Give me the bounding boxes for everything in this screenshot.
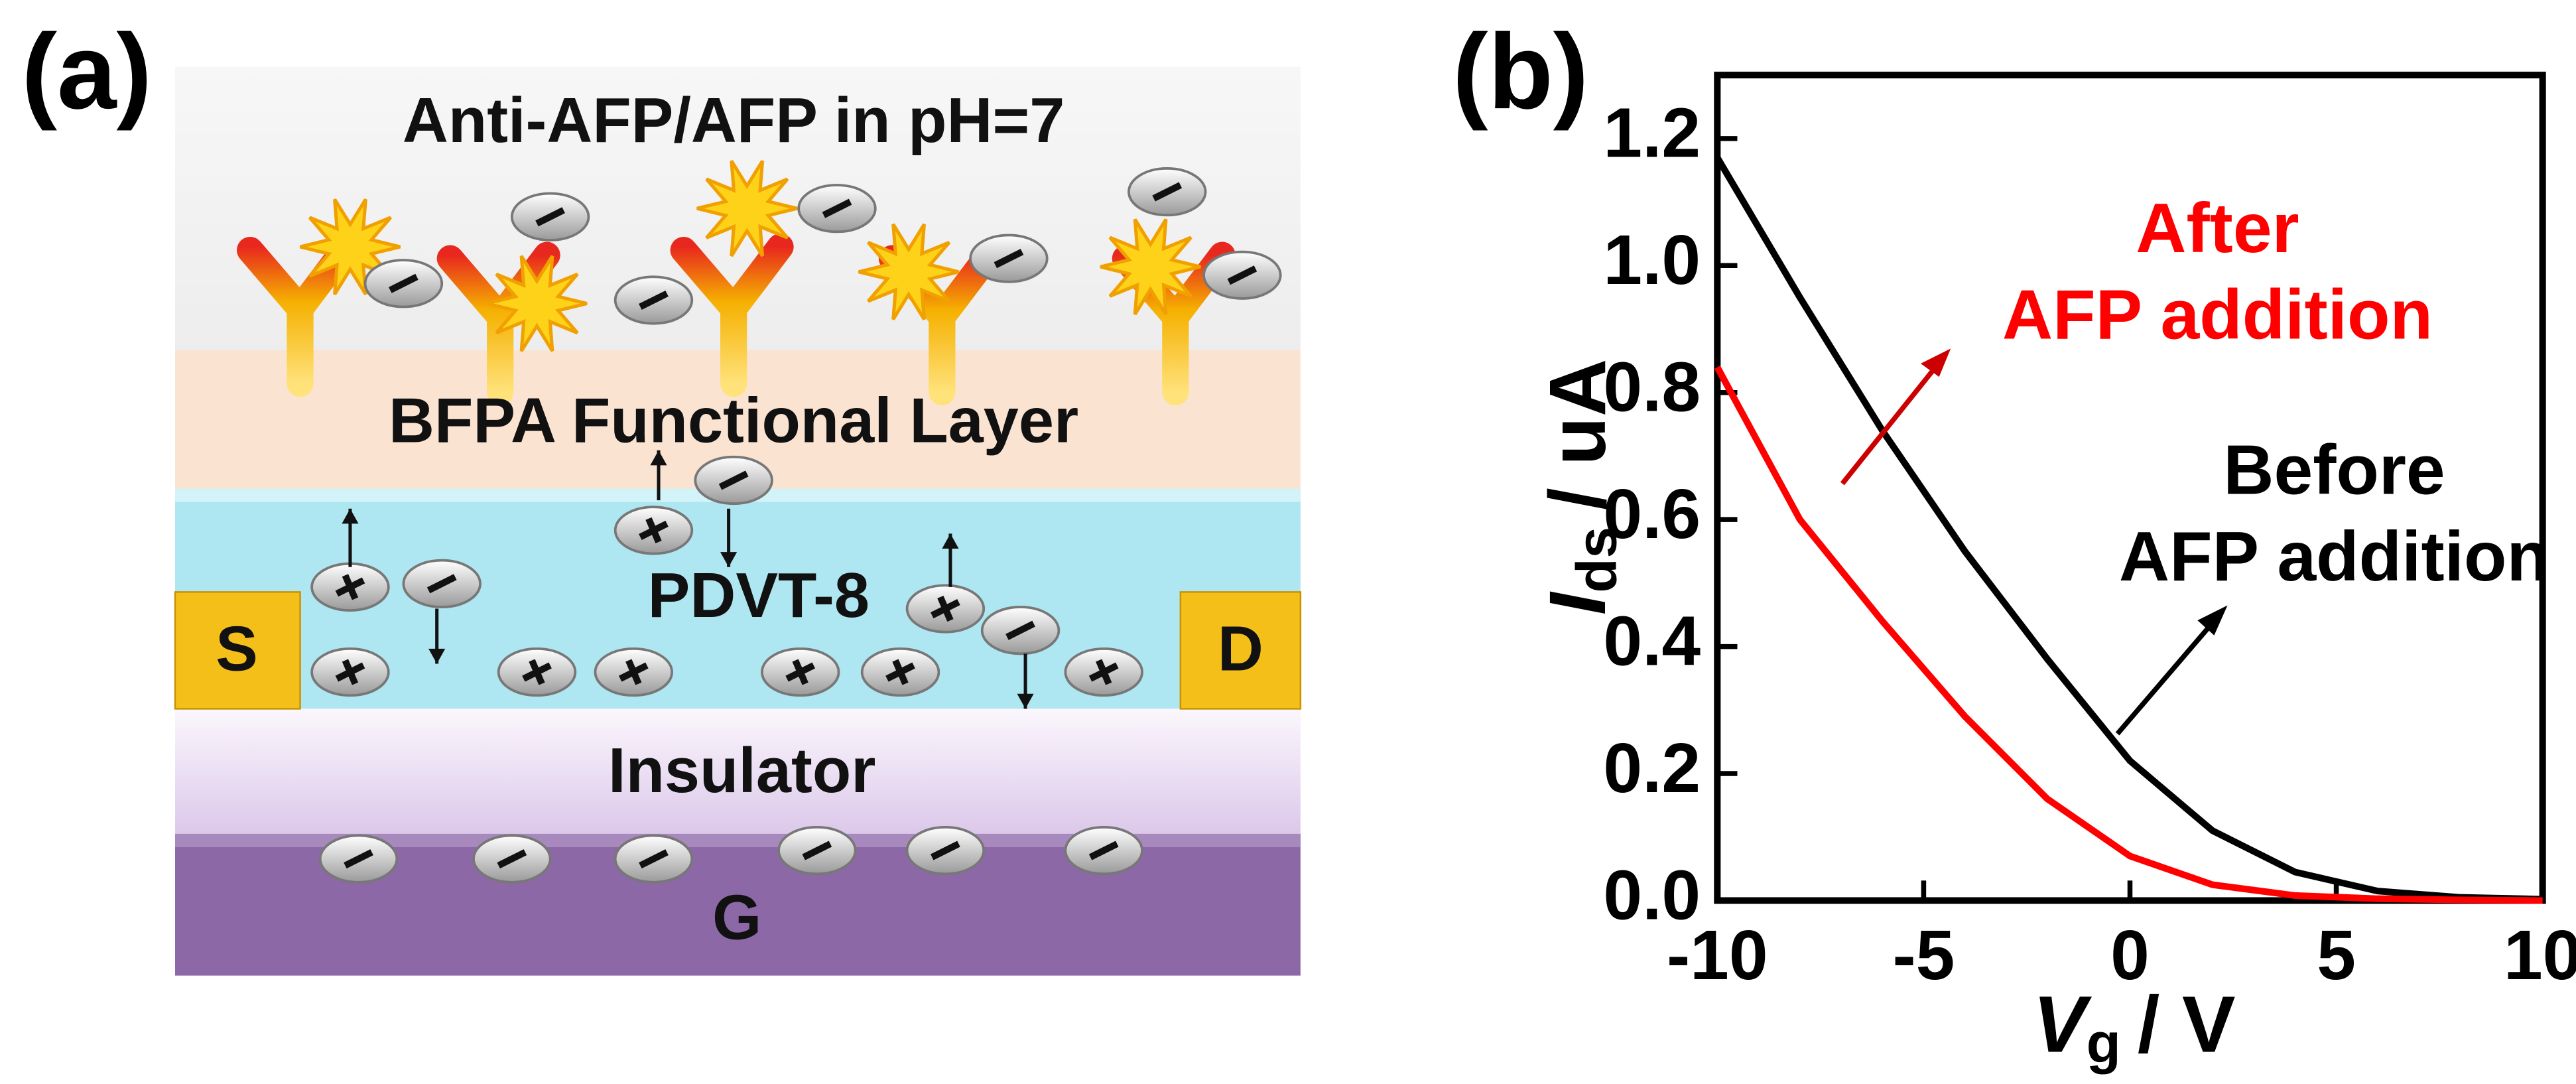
ion-sign <box>792 659 808 685</box>
ion-sign <box>994 249 1024 269</box>
layer-label: BFPA Functional Layer <box>389 385 1078 456</box>
ion-sign <box>937 595 954 622</box>
carrier-arrowhead <box>720 552 738 567</box>
ion-sign <box>639 290 669 310</box>
ion-sign <box>389 273 419 293</box>
antigen <box>486 255 588 352</box>
x-tick-label: 5 <box>2317 916 2356 994</box>
ion-sign <box>822 198 852 218</box>
carrier-arrowhead <box>650 450 667 466</box>
annotation-arrowhead <box>1921 348 1951 377</box>
annotation-arrow <box>2115 615 2220 736</box>
antigen <box>1100 218 1201 316</box>
ion-sign <box>1005 620 1035 640</box>
ion-sign <box>535 207 565 227</box>
ion-sign <box>529 659 545 685</box>
antibody <box>670 233 794 397</box>
chart: -10 -5 0 5 10 0.0 0.2 0.4 0.6 0.8 1.0 1.2 Vg / V Ids / … <box>1533 72 2576 1075</box>
ion-sign <box>645 517 662 543</box>
annotation: AFP addition <box>2119 517 2549 596</box>
carrier-arrowhead <box>1017 693 1034 709</box>
carrier-arrowhead <box>942 533 959 549</box>
source-electrode <box>174 591 301 710</box>
line-series <box>1714 366 2543 904</box>
annotation: AFP addition <box>2002 276 2433 354</box>
layer-label: Anti-AFP/AFP in pH=7 <box>403 86 1065 156</box>
layer-label: Insulator <box>608 736 875 806</box>
x-axis-title-part: g <box>2087 1012 2121 1075</box>
electrode-label: D <box>1218 614 1263 685</box>
carrier-arrowhead <box>342 508 359 524</box>
line-series <box>1714 156 2543 903</box>
ion-sign <box>931 841 960 860</box>
ion-sign <box>639 849 669 869</box>
ion-sign <box>802 841 832 860</box>
electrode-label: S <box>216 614 258 685</box>
x-axis-title: Vg / V <box>2033 979 2235 1075</box>
gate-layer-edge <box>175 833 1301 848</box>
x-axis-title-part: / V <box>2138 979 2236 1069</box>
carrier-arrowhead <box>428 648 446 664</box>
y-tick-label: 1.2 <box>1603 94 1701 172</box>
antigen <box>696 160 798 257</box>
ion-sign <box>344 849 373 869</box>
annotation: After <box>2136 189 2299 267</box>
y-tick-label: 1.0 <box>1603 221 1701 299</box>
panel-label: (a) <box>21 12 152 131</box>
y-tick-label: 0.4 <box>1603 602 1701 680</box>
y-axis-title-part: ds <box>1565 527 1628 593</box>
annotation-arrow <box>1840 357 1945 486</box>
y-tick-label: 0.0 <box>1603 856 1701 934</box>
layer-label: G <box>712 882 761 953</box>
drain-electrode <box>1179 591 1302 710</box>
ion-sign <box>342 659 359 685</box>
device-diagram <box>174 66 1302 976</box>
annotation-arrowhead <box>2197 605 2228 636</box>
ion-sign <box>1096 659 1112 685</box>
annotation: Before <box>2223 431 2445 509</box>
y-axis-title-part: I <box>1533 591 1622 615</box>
ion-sign <box>426 574 457 594</box>
molecules <box>237 160 1282 884</box>
y-tick-label: 0.6 <box>1603 475 1701 553</box>
ion-sign <box>342 574 359 600</box>
y-axis-title-part: / uA <box>1533 359 1622 510</box>
y-tick-label: 0.8 <box>1603 348 1701 427</box>
y-axis-title: Ids / uA <box>1533 359 1628 615</box>
ion-sign <box>1088 841 1119 860</box>
ion-sign <box>1227 265 1257 285</box>
layer-label: PDVT-8 <box>648 561 869 631</box>
antigen <box>858 223 960 320</box>
ion-sign <box>625 659 642 685</box>
x-tick-label: 10 <box>2504 916 2576 994</box>
ion-sign <box>497 849 527 869</box>
insulator-layer <box>175 709 1301 834</box>
x-axis-title-part: V <box>2033 979 2092 1069</box>
x-tick-label: -5 <box>1892 916 1955 994</box>
x-tick-label: 0 <box>2110 916 2150 994</box>
y-tick-label: 0.2 <box>1603 729 1701 807</box>
ion-sign <box>718 470 749 490</box>
antigen <box>299 198 401 296</box>
ion-sign <box>892 659 909 685</box>
panel-label: (b) <box>1452 12 1588 131</box>
x-tick-label: -10 <box>1667 916 1768 994</box>
ion-sign <box>1152 182 1183 202</box>
